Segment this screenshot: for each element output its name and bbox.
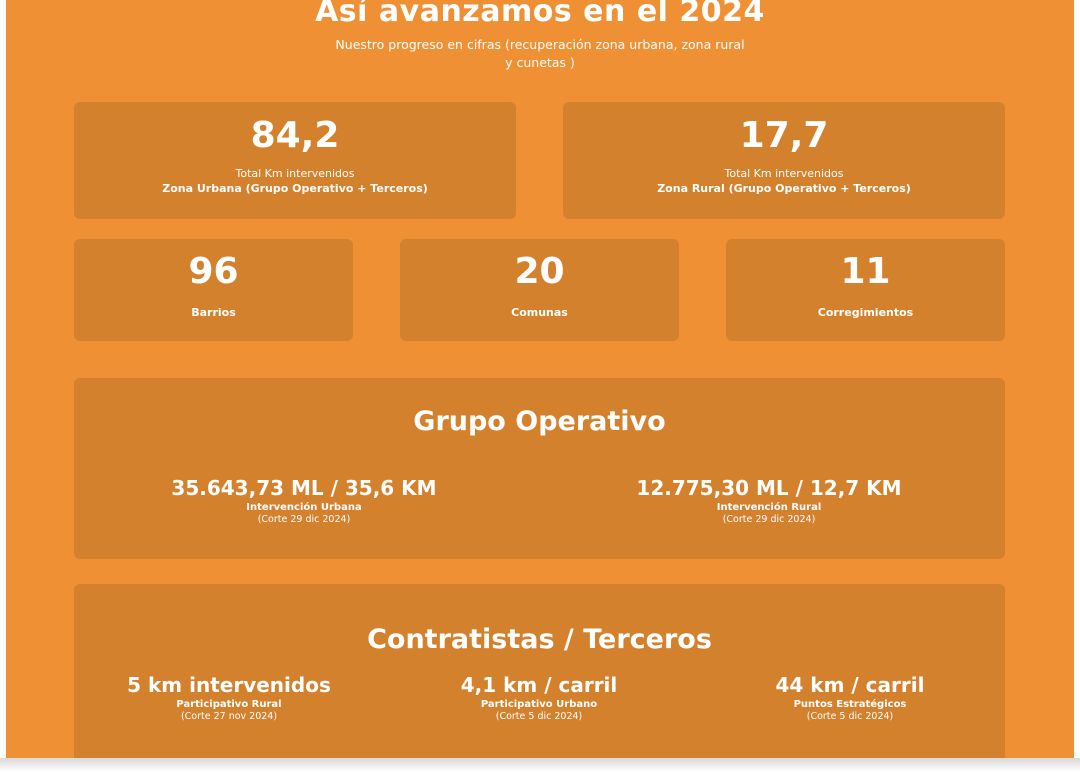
stat-value: 5 km intervenidos [127,673,331,697]
stat-puntos-estrategicos: 44 km / carril Puntos Estratégicos (Cort… [720,673,980,722]
stat-label: Puntos Estratégicos [793,699,907,710]
kpi-value: 11 [840,251,891,292]
stat-note: (Corte 5 dic 2024) [495,711,583,722]
kpi-card-rural: 17,7 Total Km intervenidos Zona Rural (G… [563,102,1005,219]
kpi-value: 96 [188,251,239,292]
stat-rural: 12.775,30 ML / 12,7 KM Intervención Rura… [619,476,919,525]
kpi-label: Total Km intervenidos [235,167,355,180]
card-title: Contratistas / Terceros [367,624,712,655]
kpi-label: Corregimientos [817,306,914,319]
section-title: Así avanzamos en el 2024 [315,0,765,29]
kpi-sublabel: Zona Rural (Grupo Operativo + Terceros) [657,182,911,195]
grupo-operativo-card: Grupo Operativo 35.643,73 ML / 35,6 KM I… [74,378,1005,559]
stat-label: Participativo Rural [176,699,282,710]
bottom-divider [0,758,1080,772]
kpi-card-comunas: 20 Comunas [400,239,679,341]
progress-section: Así avanzamos en el 2024 Nuestro progres… [6,0,1074,764]
stat-label: Intervención Rural [716,502,822,513]
stat-value: 44 km / carril [775,673,925,697]
stat-value: 35.643,73 ML / 35,6 KM [171,476,437,500]
stat-urbana: 35.643,73 ML / 35,6 KM Intervención Urba… [154,476,454,525]
stat-value: 12.775,30 ML / 12,7 KM [636,476,902,500]
contratistas-card: Contratistas / Terceros 5 km intervenido… [74,584,1005,764]
stat-note: (Corte 27 nov 2024) [180,711,278,722]
stat-participativo-urbano: 4,1 km / carril Participativo Urbano (Co… [409,673,669,722]
kpi-value: 17,7 [739,115,829,156]
kpi-label: Comunas [511,306,568,319]
kpi-card-urban: 84,2 Total Km intervenidos Zona Urbana (… [74,102,516,219]
kpi-label: Total Km intervenidos [724,167,844,180]
kpi-card-barrios: 96 Barrios [74,239,353,341]
stat-label: Intervención Urbana [246,502,362,513]
kpi-sublabel: Zona Urbana (Grupo Operativo + Terceros) [162,182,428,195]
card-title: Grupo Operativo [413,406,666,437]
stat-label: Participativo Urbano [480,699,598,710]
stat-value: 4,1 km / carril [460,673,618,697]
section-subtitle: Nuestro progreso en cifras (recuperación… [335,37,745,70]
stat-note: (Corte 5 dic 2024) [806,711,894,722]
kpi-value: 20 [514,251,565,292]
kpi-label: Barrios [191,306,236,319]
kpi-value: 84,2 [250,115,340,156]
kpi-card-corregimientos: 11 Corregimientos [726,239,1005,341]
stat-participativo-rural: 5 km intervenidos Participativo Rural (C… [99,673,359,722]
stat-note: (Corte 29 dic 2024) [257,514,351,525]
stat-note: (Corte 29 dic 2024) [722,514,816,525]
